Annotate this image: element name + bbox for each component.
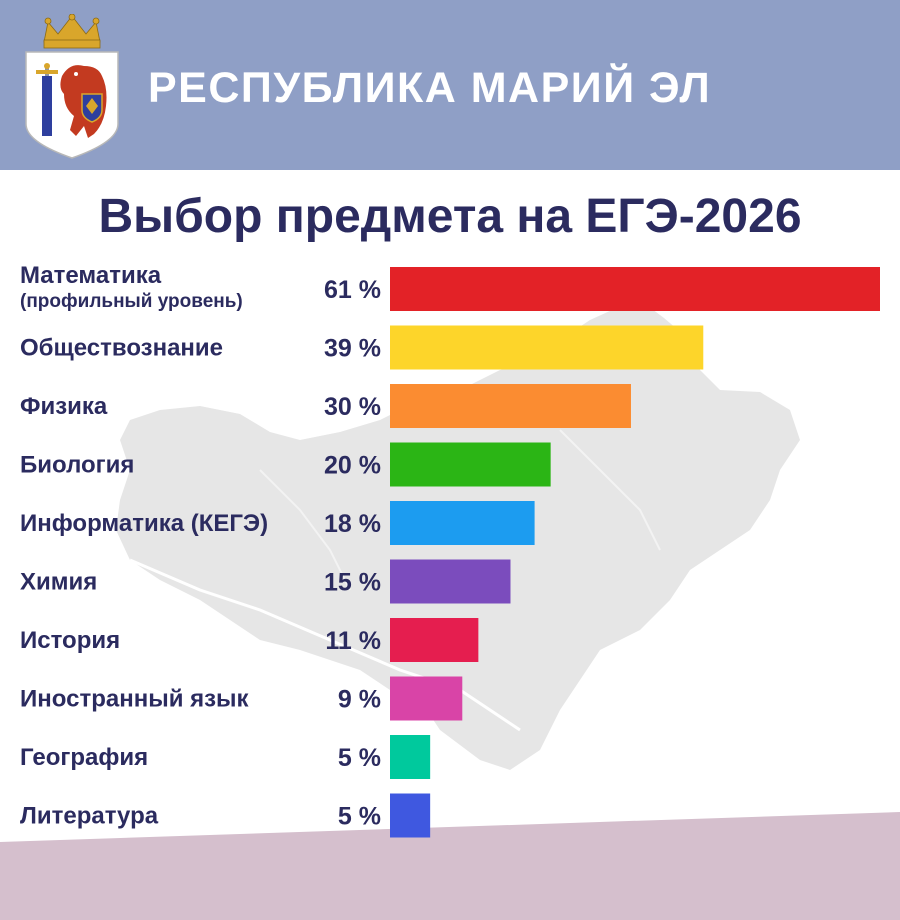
value-label: 11 % [325, 627, 381, 655]
bar-8 [390, 676, 463, 721]
bar-6 [390, 559, 511, 604]
value-label: 9 % [338, 686, 381, 714]
category-label: Иностранный язык [20, 686, 250, 713]
category-label: Химия [20, 569, 97, 596]
category-label: История [20, 627, 120, 654]
bar-3 [390, 384, 631, 428]
bar-7 [390, 618, 479, 662]
bar-10 [390, 793, 431, 838]
bar-4 [390, 442, 551, 487]
bar-2 [390, 325, 704, 370]
value-label: 5 % [338, 803, 381, 831]
value-label: 39 % [324, 335, 381, 363]
bar-9 [390, 735, 431, 779]
value-label: 15 % [324, 569, 381, 597]
category-label: Физика [20, 393, 108, 420]
value-label: 18 % [324, 510, 381, 538]
value-label: 30 % [324, 393, 381, 421]
category-label: Математика [20, 262, 162, 289]
region-name: РЕСПУБЛИКА МАРИЙ ЭЛ [148, 64, 712, 112]
coat-of-arms-icon [18, 13, 126, 160]
header-banner: РЕСПУБЛИКА МАРИЙ ЭЛ [0, 0, 900, 170]
category-sublabel: (профильный уровень) [20, 291, 243, 312]
category-label: Информатика (КЕГЭ) [20, 510, 268, 537]
bar-1 [390, 267, 880, 311]
value-label: 61 % [324, 276, 381, 304]
value-label: 5 % [338, 744, 381, 772]
category-label: География [20, 744, 148, 771]
chart-title: Выбор предмета на ЕГЭ-2026 [98, 190, 802, 243]
category-label: Обществознание [20, 335, 223, 362]
category-label: Литература [20, 803, 159, 830]
bar-5 [390, 501, 535, 545]
category-label: Биология [20, 452, 134, 479]
value-label: 20 % [324, 452, 381, 480]
